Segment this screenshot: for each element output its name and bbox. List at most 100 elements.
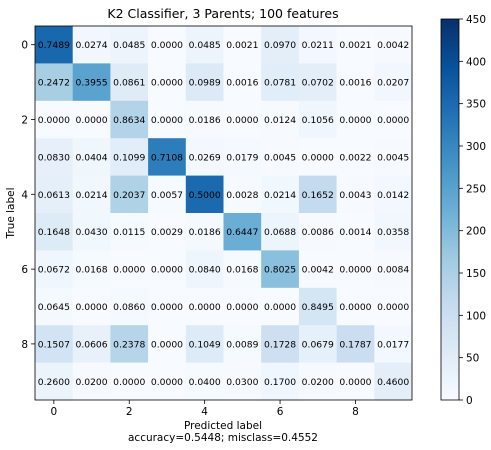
heatmap-cell-label: 0.0045 bbox=[264, 152, 296, 163]
heatmap-cell-label: 0.0000 bbox=[189, 302, 221, 313]
heatmap-cell-label: 0.0970 bbox=[264, 40, 296, 51]
y-tick-label: 2 bbox=[21, 115, 28, 127]
y-tick-label: 0 bbox=[21, 40, 28, 52]
heatmap-cell bbox=[110, 26, 149, 64]
heatmap-cell-label: 0.0358 bbox=[377, 227, 409, 238]
heatmap-cell-label: 0.0168 bbox=[75, 265, 107, 276]
heatmap-cell bbox=[261, 26, 300, 64]
heatmap-cell-label: 0.0000 bbox=[38, 115, 70, 126]
heatmap-cell bbox=[223, 100, 262, 139]
heatmap-cell bbox=[185, 287, 224, 326]
heatmap-cell-label: 0.0028 bbox=[226, 190, 258, 201]
colorbar-tick-label: 150 bbox=[466, 268, 486, 280]
heatmap-cell bbox=[336, 213, 375, 251]
y-axis-label: True label bbox=[5, 187, 17, 239]
heatmap-cell bbox=[336, 26, 375, 64]
heatmap-cell bbox=[261, 100, 300, 139]
heatmap-cell-label: 0.4600 bbox=[377, 377, 409, 388]
heatmap-cell bbox=[374, 213, 413, 251]
colorbar-tick-label: 350 bbox=[466, 99, 486, 111]
heatmap-cell bbox=[298, 100, 337, 139]
heatmap-cell-label: 0.0115 bbox=[113, 227, 145, 238]
heatmap-cell-label: 0.1700 bbox=[264, 377, 296, 388]
heatmap-cell-label: 0.0645 bbox=[38, 302, 70, 313]
heatmap-cell bbox=[35, 362, 73, 401]
heatmap-cell bbox=[261, 213, 300, 251]
heatmap-cell bbox=[374, 26, 413, 64]
heatmap-cell-label: 0.1099 bbox=[113, 152, 145, 163]
heatmap-cell bbox=[298, 138, 337, 176]
x-axis-label: Predicted label bbox=[184, 420, 262, 432]
heatmap-cell bbox=[336, 325, 375, 363]
heatmap-cell bbox=[148, 287, 187, 326]
heatmap-cell-label: 0.3955 bbox=[75, 78, 107, 89]
heatmap-cell bbox=[72, 213, 111, 251]
heatmap-cell-label: 0.0860 bbox=[113, 302, 145, 313]
heatmap-cell-label: 0.0057 bbox=[151, 190, 183, 201]
heatmap-cell-labels: 0.7489 0.0274 0.0485 0.0000 0.0485 0.0021 0.09… bbox=[38, 40, 410, 388]
heatmap-cell-label: 0.0168 bbox=[226, 265, 258, 276]
colorbar-tick-label: 300 bbox=[466, 141, 486, 153]
heatmap-cell bbox=[72, 362, 111, 401]
chart-title: K2 Classifier, 3 Parents; 100 features bbox=[107, 6, 338, 21]
colorbar-tick-label: 250 bbox=[466, 183, 486, 195]
heatmap-cell bbox=[110, 362, 149, 401]
heatmap-cell-label: 0.1648 bbox=[38, 227, 70, 238]
colorbar-ticks: 0 50 100 150 200 250 300 350 400 450 bbox=[459, 14, 486, 407]
colorbar-tick-label: 450 bbox=[466, 14, 486, 26]
heatmap-cell bbox=[374, 362, 413, 401]
heatmap-cell bbox=[298, 287, 337, 326]
heatmap-cell-label: 0.1652 bbox=[302, 190, 334, 201]
heatmap-cell bbox=[110, 250, 149, 289]
heatmap-cell bbox=[148, 175, 187, 214]
heatmap-cell bbox=[374, 100, 413, 139]
heatmap-cell bbox=[110, 63, 149, 102]
y-tick-label: 4 bbox=[21, 189, 28, 201]
heatmap-cell bbox=[261, 250, 300, 289]
heatmap-cell-label: 0.0186 bbox=[189, 227, 221, 238]
heatmap-cell-label: 0.0000 bbox=[377, 115, 409, 126]
heatmap-cell bbox=[35, 100, 73, 139]
heatmap-cell bbox=[35, 287, 73, 326]
heatmap-cell-label: 0.0000 bbox=[339, 265, 371, 276]
heatmap-cell-label: 0.0000 bbox=[226, 302, 258, 313]
heatmap-cell bbox=[261, 325, 300, 363]
heatmap-cell-label: 0.0022 bbox=[339, 152, 371, 163]
heatmap-cell-label: 0.0989 bbox=[189, 78, 221, 89]
heatmap-cell-label: 0.0200 bbox=[75, 377, 107, 388]
heatmap-cell-label: 0.0000 bbox=[151, 339, 183, 350]
heatmap-cell-label: 0.0016 bbox=[339, 78, 371, 89]
heatmap-cell bbox=[336, 63, 375, 102]
heatmap-cell bbox=[185, 100, 224, 139]
heatmap-cell-label: 0.0269 bbox=[189, 152, 221, 163]
heatmap-cell bbox=[35, 138, 73, 176]
heatmap-cell-label: 0.0045 bbox=[377, 152, 409, 163]
heatmap-cell-label: 0.0613 bbox=[38, 190, 70, 201]
heatmap-cell-label: 0.0000 bbox=[226, 115, 258, 126]
heatmap-cell-label: 0.0124 bbox=[264, 115, 296, 126]
heatmap-cell-label: 0.0000 bbox=[113, 265, 145, 276]
heatmap-cell-label: 0.0400 bbox=[189, 377, 221, 388]
heatmap-cell-label: 0.0177 bbox=[377, 339, 409, 350]
heatmap-cell bbox=[336, 250, 375, 289]
heatmap-cell bbox=[35, 325, 73, 363]
heatmap-cell-label: 0.0430 bbox=[75, 227, 107, 238]
heatmap-cell bbox=[185, 325, 224, 363]
heatmap-cell-label: 0.0142 bbox=[377, 190, 409, 201]
heatmap-cell bbox=[374, 138, 413, 176]
y-tick-label: 6 bbox=[21, 264, 28, 276]
x-tick-label: 8 bbox=[352, 406, 359, 418]
heatmap-cell bbox=[72, 138, 111, 176]
heatmap-cell-label: 0.6447 bbox=[226, 227, 258, 238]
heatmap-cell-label: 0.7489 bbox=[38, 40, 70, 51]
heatmap-cell-label: 0.0702 bbox=[302, 78, 334, 89]
colorbar bbox=[440, 18, 460, 401]
x-tick-label: 6 bbox=[277, 406, 284, 418]
heatmap-cell-label: 0.0688 bbox=[264, 227, 296, 238]
heatmap-cell-label: 0.0404 bbox=[75, 152, 107, 163]
heatmap-cell-label: 0.2037 bbox=[113, 190, 145, 201]
heatmap-cell bbox=[148, 138, 187, 176]
heatmap-cell bbox=[185, 175, 224, 214]
heatmap-cell-label: 0.0830 bbox=[38, 152, 70, 163]
heatmap-cell bbox=[298, 213, 337, 251]
